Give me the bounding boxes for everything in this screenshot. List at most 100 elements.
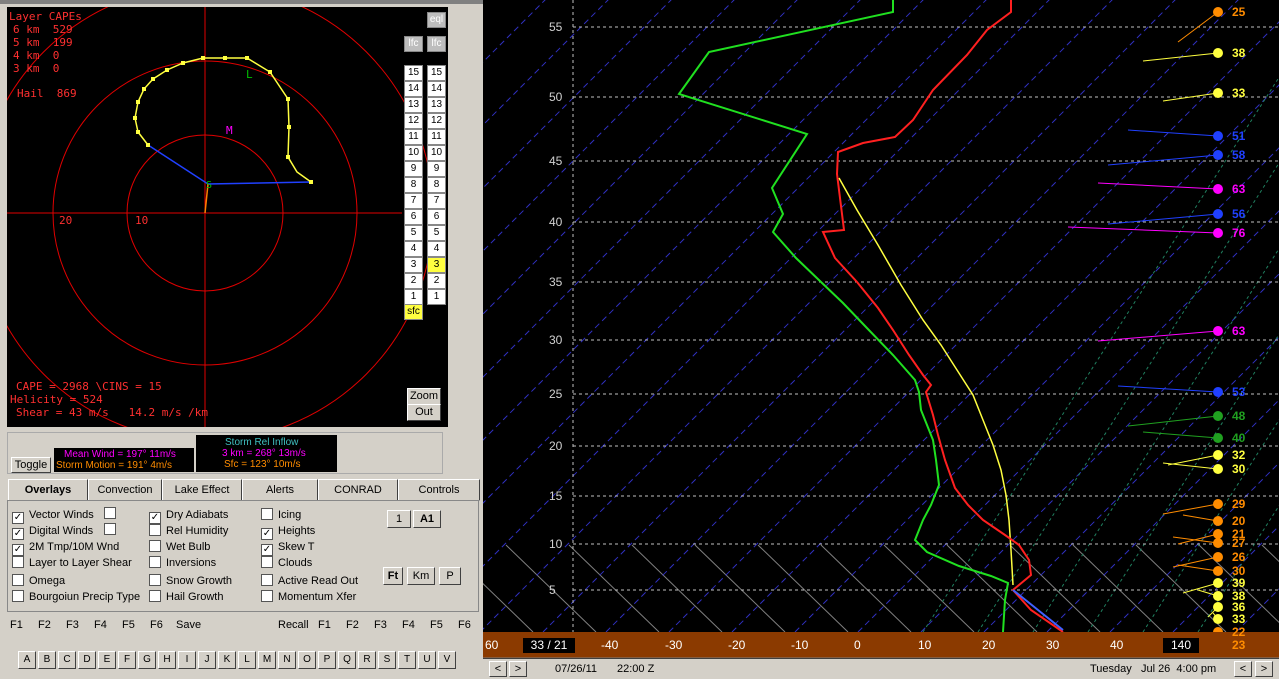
- checkbox-icon[interactable]: [12, 556, 24, 568]
- tab-alerts[interactable]: Alerts: [242, 479, 318, 501]
- option-rel-humidity[interactable]: Rel Humidity: [149, 524, 228, 538]
- level-right-8[interactable]: 8: [427, 177, 446, 193]
- letter-key-v[interactable]: V: [438, 651, 456, 669]
- level-right-5[interactable]: 5: [427, 225, 446, 241]
- checkbox-icon[interactable]: [149, 556, 161, 568]
- level-right-11[interactable]: 11: [427, 129, 446, 145]
- option-dry-adiabats[interactable]: ✓ Dry Adiabats: [149, 508, 228, 524]
- letter-key-l[interactable]: L: [238, 651, 256, 669]
- level-left-1[interactable]: 1: [404, 289, 423, 305]
- level-left-8[interactable]: 8: [404, 177, 423, 193]
- level-left-13[interactable]: 13: [404, 97, 423, 113]
- toggle-button[interactable]: Toggle: [11, 457, 51, 473]
- recall-slot-f2[interactable]: F2: [346, 619, 359, 631]
- option-vector-winds[interactable]: ✓ Vector Winds: [12, 508, 94, 524]
- level-1-button[interactable]: 1: [387, 510, 411, 528]
- level-left-3[interactable]: 3: [404, 257, 423, 273]
- level-left-15[interactable]: 15: [404, 65, 423, 81]
- letter-key-k[interactable]: K: [218, 651, 236, 669]
- level-left-14[interactable]: 14: [404, 81, 423, 97]
- units-ft-button[interactable]: Ft: [383, 567, 403, 585]
- level-right-9[interactable]: 9: [427, 161, 446, 177]
- save-slot-f4[interactable]: F4: [94, 619, 107, 631]
- level-right-3[interactable]: 3: [427, 257, 446, 273]
- checkbox-icon[interactable]: [261, 574, 273, 586]
- letter-key-p[interactable]: P: [318, 651, 336, 669]
- recall-button[interactable]: Recall: [278, 619, 309, 631]
- eql-button[interactable]: eql: [427, 12, 446, 28]
- option-2m-tmp-10m-wnd[interactable]: ✓ 2M Tmp/10M Wnd: [12, 540, 119, 556]
- next-time-button[interactable]: >: [509, 661, 527, 677]
- save-slot-f5[interactable]: F5: [122, 619, 135, 631]
- checked-checkbox-icon[interactable]: ✓: [261, 544, 273, 556]
- checkbox-icon[interactable]: [149, 574, 161, 586]
- level-left-2[interactable]: 2: [404, 273, 423, 289]
- level-right-2[interactable]: 2: [427, 273, 446, 289]
- prev-time-button[interactable]: <: [489, 661, 507, 677]
- level-right-1[interactable]: 1: [427, 289, 446, 305]
- recall-slot-f4[interactable]: F4: [402, 619, 415, 631]
- option-inversions[interactable]: Inversions: [149, 556, 216, 570]
- tab-controls[interactable]: Controls: [398, 479, 480, 501]
- lfc-right-button[interactable]: lfc: [427, 36, 446, 52]
- units-p-button[interactable]: P: [439, 567, 461, 585]
- checkbox-icon[interactable]: [261, 590, 273, 602]
- recall-slot-f3[interactable]: F3: [374, 619, 387, 631]
- checked-checkbox-icon[interactable]: ✓: [149, 512, 161, 524]
- checkbox-icon[interactable]: [149, 540, 161, 552]
- level-left-10[interactable]: 10: [404, 145, 423, 161]
- letter-key-t[interactable]: T: [398, 651, 416, 669]
- checked-checkbox-icon[interactable]: ✓: [12, 512, 24, 524]
- zoom-button[interactable]: Zoom: [407, 388, 441, 405]
- checkbox-icon[interactable]: [261, 508, 273, 520]
- level-left-9[interactable]: 9: [404, 161, 423, 177]
- level-right-6[interactable]: 6: [427, 209, 446, 225]
- level-a1-button[interactable]: A1: [413, 510, 441, 528]
- option-icing[interactable]: Icing: [261, 508, 301, 522]
- level-right-15[interactable]: 15: [427, 65, 446, 81]
- zoom-out-button[interactable]: Out: [407, 404, 441, 421]
- checkbox-icon[interactable]: [12, 590, 24, 602]
- option-wet-bulb[interactable]: Wet Bulb: [149, 540, 210, 554]
- save-slot-f6[interactable]: F6: [150, 619, 163, 631]
- letter-key-h[interactable]: H: [158, 651, 176, 669]
- option-hail-growth[interactable]: Hail Growth: [149, 590, 223, 604]
- level-right-10[interactable]: 10: [427, 145, 446, 161]
- checked-checkbox-icon[interactable]: ✓: [12, 544, 24, 556]
- checkbox-icon[interactable]: [149, 590, 161, 602]
- level-right-4[interactable]: 4: [427, 241, 446, 257]
- recall-slot-f6[interactable]: F6: [458, 619, 471, 631]
- level-right-13[interactable]: 13: [427, 97, 446, 113]
- checkbox-icon[interactable]: [261, 556, 273, 568]
- sfc-button[interactable]: sfc: [404, 304, 423, 320]
- option-momentum-xfer[interactable]: Momentum Xfer: [261, 590, 356, 604]
- tab-conrad[interactable]: CONRAD: [318, 479, 398, 501]
- letter-key-m[interactable]: M: [258, 651, 276, 669]
- vector-winds-extra-box[interactable]: [104, 507, 116, 519]
- level-left-7[interactable]: 7: [404, 193, 423, 209]
- recall-slot-f5[interactable]: F5: [430, 619, 443, 631]
- option-active-read-out[interactable]: Active Read Out: [261, 574, 358, 588]
- tab-overlays[interactable]: Overlays: [8, 479, 88, 501]
- letter-key-u[interactable]: U: [418, 651, 436, 669]
- letter-key-o[interactable]: O: [298, 651, 316, 669]
- level-right-12[interactable]: 12: [427, 113, 446, 129]
- letter-key-a[interactable]: A: [18, 651, 36, 669]
- letter-key-b[interactable]: B: [38, 651, 56, 669]
- letter-key-g[interactable]: G: [138, 651, 156, 669]
- option-digital-winds[interactable]: ✓ Digital Winds: [12, 524, 93, 540]
- units-km-button[interactable]: Km: [407, 567, 435, 585]
- checkbox-icon[interactable]: [149, 524, 161, 536]
- level-left-11[interactable]: 11: [404, 129, 423, 145]
- lfc-left-button[interactable]: lfc: [404, 36, 423, 52]
- option-clouds[interactable]: Clouds: [261, 556, 312, 570]
- save-slot-f3[interactable]: F3: [66, 619, 79, 631]
- recall-slot-f1[interactable]: F1: [318, 619, 331, 631]
- option-omega[interactable]: Omega: [12, 574, 65, 588]
- level-left-6[interactable]: 6: [404, 209, 423, 225]
- letter-key-e[interactable]: E: [98, 651, 116, 669]
- save-slot-f1[interactable]: F1: [10, 619, 23, 631]
- letter-key-q[interactable]: Q: [338, 651, 356, 669]
- letter-key-s[interactable]: S: [378, 651, 396, 669]
- level-left-12[interactable]: 12: [404, 113, 423, 129]
